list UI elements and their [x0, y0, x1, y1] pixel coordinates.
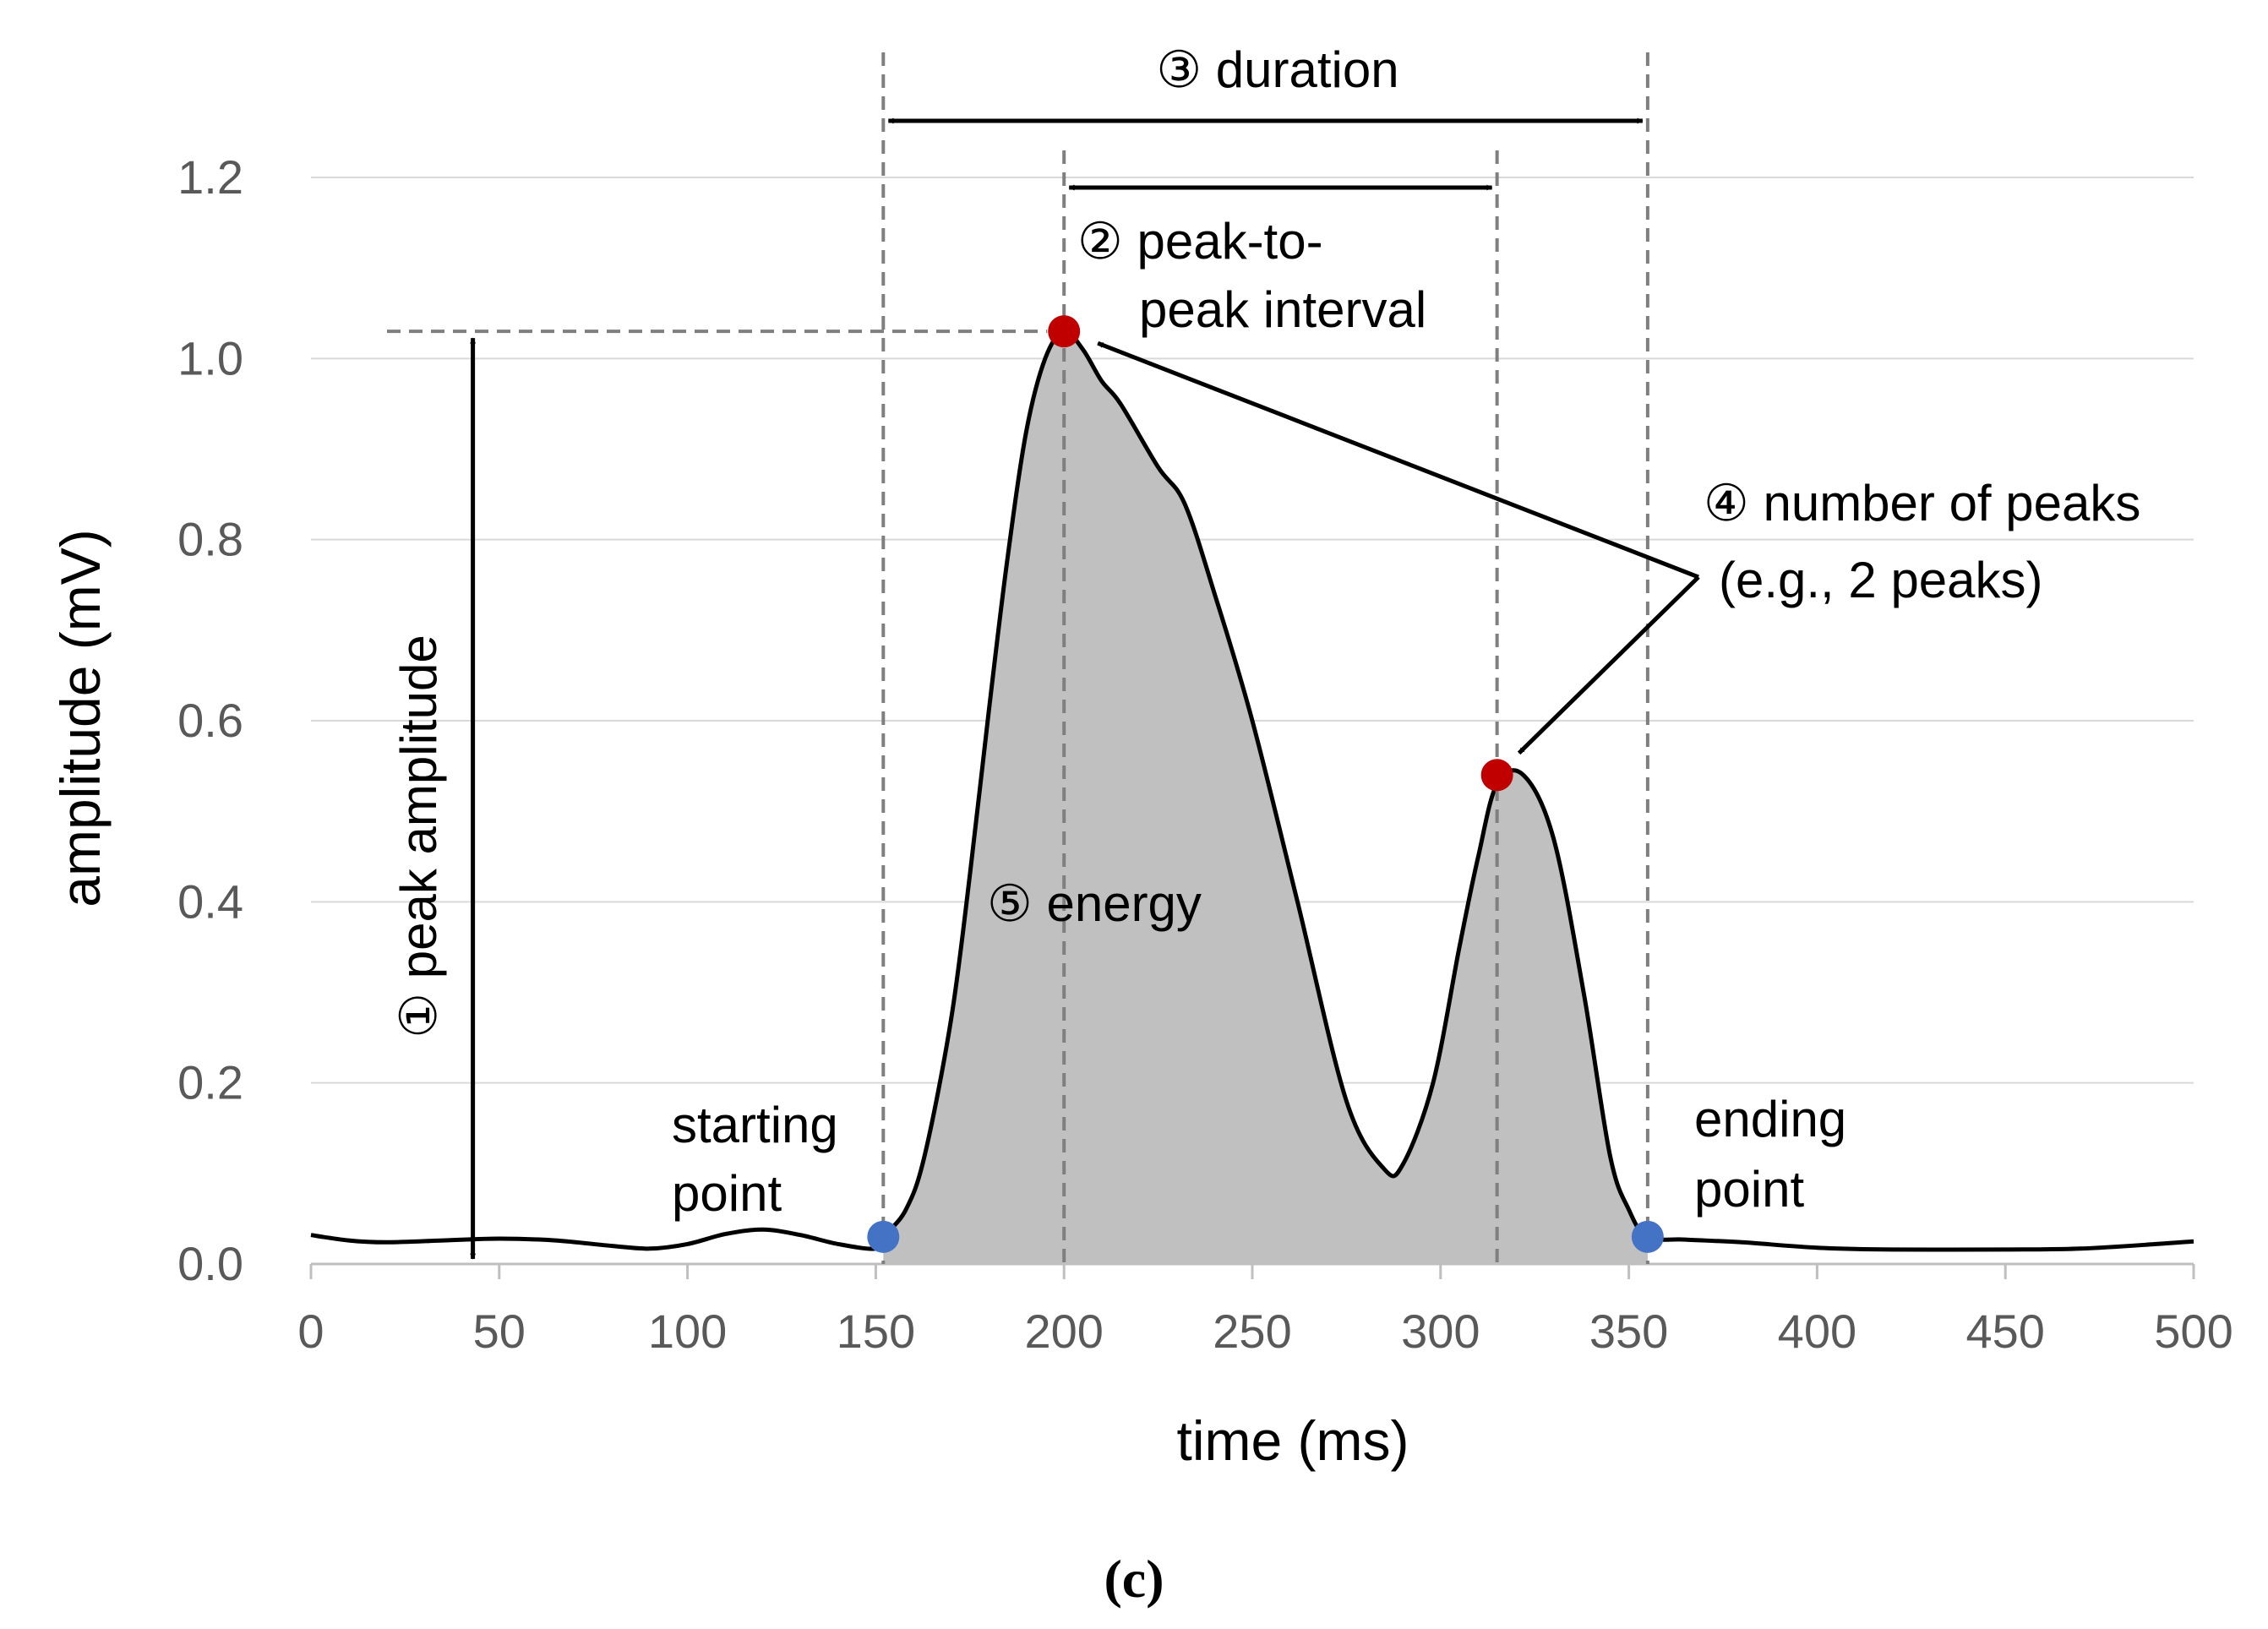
- energy-area: [883, 331, 1648, 1264]
- peak2-pointer-arrow: [1517, 575, 1700, 755]
- ending-point-marker: [1631, 1220, 1664, 1253]
- x-tick-label: 250: [1213, 1305, 1291, 1358]
- x-tick-label: 450: [1965, 1305, 2044, 1358]
- energy-label: ⑤ energy: [987, 875, 1202, 932]
- signal-line: [310, 329, 2194, 1252]
- duration-label: ③ duration: [1156, 41, 1398, 98]
- y-tick-label: 0.8: [177, 513, 243, 566]
- y-tick-label: 0.4: [177, 874, 243, 928]
- x-tick-label: 150: [837, 1305, 915, 1358]
- x-tick-label: 100: [648, 1305, 727, 1358]
- ending-point-label-line2: point: [1694, 1161, 1804, 1218]
- y-tick-label: 1.2: [177, 150, 243, 204]
- starting-point-marker: [867, 1220, 900, 1253]
- reference-lines: [387, 52, 1649, 1264]
- peak-2-marker: [1480, 759, 1513, 792]
- y-axis-title: amplitude (mV): [49, 529, 112, 907]
- x-axis-ticks: 0 50 100 150 200 250 300 350 400 450 500: [297, 1264, 2233, 1358]
- y-tick-label: 0.6: [177, 694, 243, 747]
- point-markers: [867, 315, 1664, 1253]
- panel-label: (c): [1104, 1549, 1164, 1609]
- starting-point-label-line1: starting: [672, 1097, 838, 1153]
- x-tick-label: 0: [297, 1305, 324, 1358]
- peak-to-peak-label-line2: peak interval: [1139, 281, 1426, 338]
- x-tick-label: 300: [1401, 1305, 1480, 1358]
- y-tick-label: 1.0: [177, 331, 243, 384]
- peak1-pointer-arrow: [1097, 341, 1699, 580]
- peak-amplitude-label: ① peak amplitude: [390, 635, 447, 1038]
- y-tick-label: 0.0: [177, 1237, 243, 1290]
- number-of-peaks-label-line2: (e.g., 2 peaks): [1719, 552, 2043, 608]
- peak-to-peak-label-line1: ② peak-to-: [1077, 213, 1323, 270]
- y-axis-ticks: 0.0 0.2 0.4 0.6 0.8 1.0 1.2: [177, 150, 243, 1290]
- ending-point-label-line1: ending: [1694, 1091, 1846, 1147]
- starting-point-label-line2: point: [672, 1165, 782, 1222]
- annotation-arrows: [470, 117, 1700, 1260]
- x-tick-label: 50: [473, 1305, 526, 1358]
- y-tick-label: 0.2: [177, 1056, 243, 1109]
- number-of-peaks-label-line1: ④ number of peaks: [1704, 475, 2140, 531]
- x-tick-label: 500: [2154, 1305, 2233, 1358]
- peak-1-marker: [1048, 315, 1081, 348]
- x-axis-title: time (ms): [1177, 1409, 1409, 1472]
- x-tick-label: 350: [1589, 1305, 1668, 1358]
- x-tick-label: 400: [1778, 1305, 1856, 1358]
- x-tick-label: 200: [1024, 1305, 1103, 1358]
